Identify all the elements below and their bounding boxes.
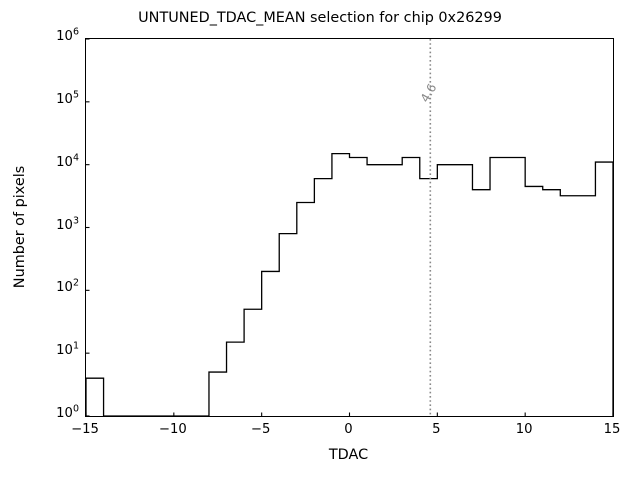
x-tick-label: 0 xyxy=(344,422,353,437)
chart-title: UNTUNED_TDAC_MEAN selection for chip 0x2… xyxy=(138,10,502,26)
x-tick-label: −5 xyxy=(250,422,271,437)
y-tick-label: 101 xyxy=(56,340,79,359)
x-tick-label: −15 xyxy=(71,422,99,437)
x-tick-label: 15 xyxy=(603,422,621,437)
y-tick-label: 103 xyxy=(56,215,79,233)
x-tick-label: 5 xyxy=(432,422,441,437)
y-axis-label: Number of pixels xyxy=(12,165,29,288)
x-axis-label: TDAC xyxy=(328,447,369,463)
y-tick-label: 106 xyxy=(56,26,79,44)
tick-marks-group xyxy=(86,39,613,416)
y-tick-label: 100 xyxy=(56,403,79,421)
x-tick-label: −10 xyxy=(158,422,187,437)
y-tick-label: 105 xyxy=(56,89,79,107)
histogram-step-line xyxy=(86,152,613,416)
y-tick-label: 104 xyxy=(56,152,79,170)
y-tick-label: 102 xyxy=(56,277,79,296)
histogram-svg xyxy=(86,39,613,416)
x-tick-label: 10 xyxy=(515,422,533,437)
plot-area xyxy=(85,38,614,417)
